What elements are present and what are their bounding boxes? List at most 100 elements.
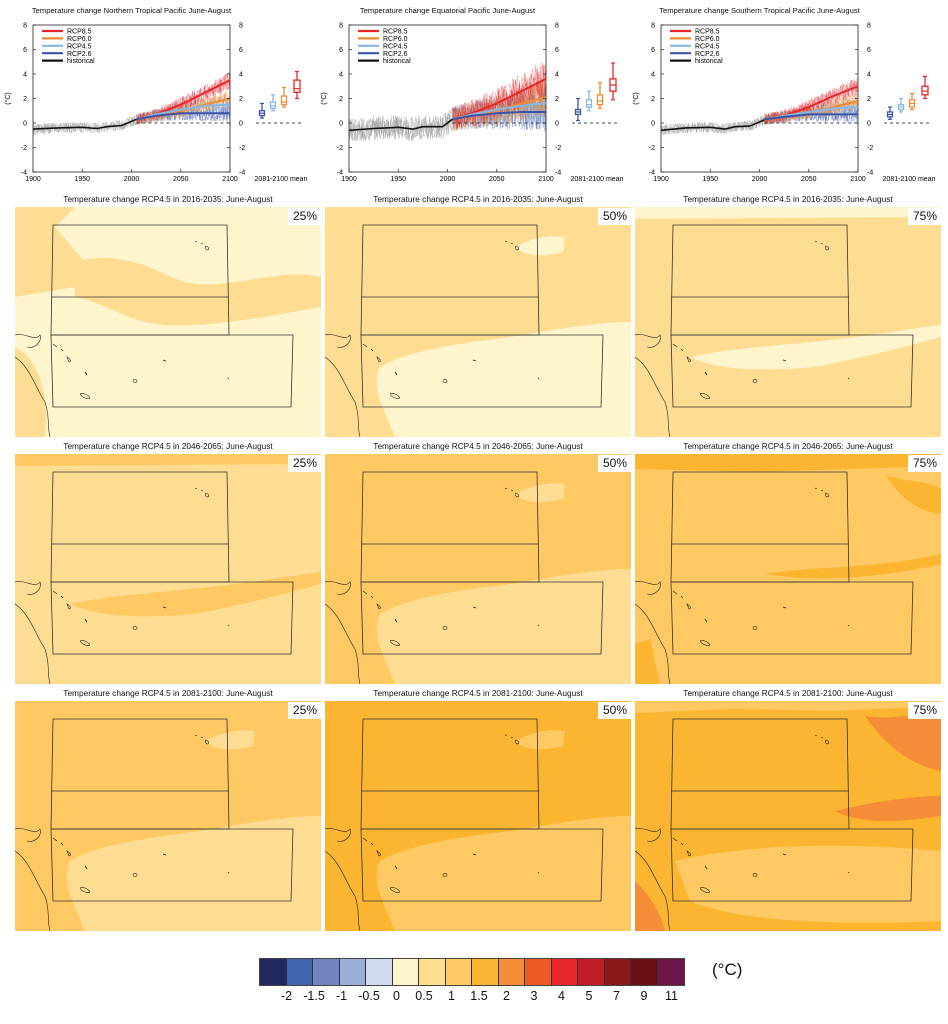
map-background <box>15 454 321 684</box>
coastline-australia-png <box>325 334 361 437</box>
coastline-hawaii <box>194 487 210 498</box>
y-tick-label: 4 <box>23 72 27 79</box>
map-contour-region <box>376 322 631 437</box>
map-panel: Temperature change RCP4.5 in 2016-2035: … <box>325 193 631 437</box>
map-contour-region <box>635 454 941 472</box>
boxplot-box <box>293 79 301 94</box>
y-tick-label: 4 <box>339 72 343 79</box>
colorbar-cell <box>551 959 578 985</box>
y-tick-label: -2 <box>21 145 27 152</box>
coastline-small-islands <box>704 359 850 380</box>
map-background <box>635 207 941 437</box>
coastline-islands <box>362 343 381 363</box>
coastline-hawaii <box>504 487 520 498</box>
coastline-hawaii <box>814 487 830 498</box>
y-tick-label: -2 <box>337 145 343 152</box>
ensemble-member-line <box>452 65 547 128</box>
map-contour-region <box>765 554 941 579</box>
legend-label: RCP6.0 <box>383 36 408 43</box>
y-tick-label: 8 <box>339 23 343 30</box>
series-mean-line <box>660 119 765 132</box>
map-contour-region <box>835 796 941 821</box>
y-tick-label: -4 <box>649 170 655 177</box>
y-tick-label: 0 <box>651 121 655 128</box>
y-tick-label-right: -4 <box>867 170 873 177</box>
coastline-new-caledonia <box>80 640 90 646</box>
map-svg <box>325 454 631 684</box>
coastline-fiji <box>752 626 758 630</box>
y-tick-label-right: -2 <box>555 145 561 152</box>
y-tick-label: 8 <box>23 23 27 30</box>
colorbar-cell <box>366 959 393 985</box>
map-svg <box>325 701 631 931</box>
coastline-islands <box>362 590 381 610</box>
colorbar-tick-label: 5 <box>585 989 593 1003</box>
map-title: Temperature change RCP4.5 in 2046-2065: … <box>683 441 893 451</box>
coastline-small-islands <box>84 853 230 874</box>
map-contour-region <box>515 236 565 256</box>
map-contour-region <box>15 347 46 437</box>
percentile-label: 75% <box>907 208 941 225</box>
legend-label: RCP6.0 <box>695 36 720 43</box>
timeseries-svg: Temperature change Southern Tropical Pac… <box>632 6 936 183</box>
map-title: Temperature change RCP4.5 in 2081-2100: … <box>63 688 273 698</box>
y-tick-label-right: 6 <box>867 47 871 54</box>
map-contour-region <box>635 881 665 931</box>
coastline-hawaii <box>814 240 830 251</box>
coastline-islands <box>52 590 71 610</box>
timeseries-svg: Temperature change Equatorial Pacific Ju… <box>320 6 624 183</box>
map-contour-region <box>15 207 85 297</box>
timeseries-panel-equatorial: Temperature change Equatorial Pacific Ju… <box>316 0 634 190</box>
coastline-new-caledonia <box>80 887 90 893</box>
x-tick-label: 1950 <box>702 176 718 183</box>
colorbar-cell <box>604 959 631 985</box>
series-mean-line <box>348 118 453 132</box>
legend-label: RCP4.5 <box>67 43 92 50</box>
colorbar-tick-label: 9 <box>640 989 648 1003</box>
colorbar-tick-label: 3 <box>530 989 538 1003</box>
map-contour-region <box>15 454 321 466</box>
map-contour-region <box>690 325 941 370</box>
y-tick-label-right: 6 <box>239 47 243 54</box>
x-tick-label: 1900 <box>341 176 357 183</box>
x-tick-label: 2050 <box>173 176 189 183</box>
legend-label: RCP4.5 <box>383 43 408 50</box>
y-tick-label-right: 4 <box>867 72 871 79</box>
map-svg <box>635 701 941 931</box>
y-tick-label: -2 <box>649 145 655 152</box>
y-tick-label-right: -4 <box>555 170 561 177</box>
colorbar-cell <box>313 959 340 985</box>
map-contour-region <box>376 569 631 684</box>
coastline-australia-png <box>635 581 671 684</box>
legend-label: RCP2.6 <box>67 51 92 58</box>
colorbar-cell <box>260 959 287 985</box>
boxplot-label: 2081-2100 mean <box>883 176 936 183</box>
coastline-islands <box>672 837 691 857</box>
y-tick-label: 0 <box>23 121 27 128</box>
x-tick-label: 1950 <box>390 176 406 183</box>
timeseries-svg: Temperature change Northern Tropical Pac… <box>4 6 308 183</box>
legend-label: RCP6.0 <box>67 36 92 43</box>
percentile-label: 50% <box>597 208 631 225</box>
region-box-south <box>670 828 914 902</box>
colorbar-cell <box>392 959 419 985</box>
percentile-label: 50% <box>597 702 631 719</box>
colorbar-cell <box>578 959 605 985</box>
map-contour-region <box>376 816 631 931</box>
y-tick-label: -4 <box>21 170 27 177</box>
map-contour-region <box>66 816 321 931</box>
colorbar-tick-label: 4 <box>558 989 565 1003</box>
colorbar-cell <box>472 959 499 985</box>
map-panel: Temperature change RCP4.5 in 2046-2065: … <box>635 440 941 684</box>
historical-member-line <box>348 113 453 141</box>
coastline-islands <box>672 590 691 610</box>
legend-label: RCP8.5 <box>67 29 92 36</box>
y-tick-label: 8 <box>651 23 655 30</box>
historical-member-line <box>32 115 137 135</box>
region-box-south <box>360 581 604 655</box>
colorbar-tick-label: 2 <box>503 989 510 1003</box>
coastline-fiji <box>442 873 448 877</box>
map-contour-region <box>205 730 255 750</box>
coastline-small-islands <box>394 853 540 874</box>
map-panel: Temperature change RCP4.5 in 2016-2035: … <box>635 193 941 437</box>
